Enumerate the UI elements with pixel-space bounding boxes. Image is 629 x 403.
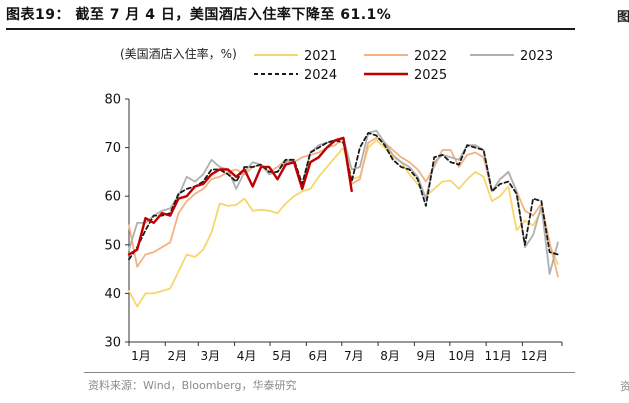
legend-label-2023: 2023 <box>520 49 553 64</box>
y-tick-label: 50 <box>104 238 121 253</box>
y-tick-label: 40 <box>104 287 121 302</box>
x-tick-label: 6月 <box>309 349 329 363</box>
figure-title: 图表19： 截至 7 月 4 日，美国酒店入住率下降至 61.1% <box>6 7 392 23</box>
y-tick-label: 80 <box>104 93 121 108</box>
legend-label-2022: 2022 <box>414 49 447 64</box>
y-tick-label: 30 <box>104 336 121 351</box>
legend-label-2025: 2025 <box>414 68 447 83</box>
x-tick-label: 8月 <box>380 349 400 363</box>
series-line-2023 <box>128 129 559 275</box>
x-tick-label: 11月 <box>484 349 511 363</box>
series-line-2021 <box>128 139 559 308</box>
y-tick-label: 60 <box>104 190 121 205</box>
x-tick-label: 3月 <box>200 349 220 363</box>
chart-axes: 30 40 50 60 70 80 1月 2月 3月 4月 5月 6月 7月 8月 9月 10月 11月 12月 <box>104 93 563 363</box>
x-tick-label: 1月 <box>131 349 151 363</box>
x-tick-label: 10月 <box>448 349 475 363</box>
cropped-edge-glyph: 图 <box>617 10 629 25</box>
source-rule <box>84 372 575 373</box>
legend-label-2024: 2024 <box>304 68 337 83</box>
series-line-2025 <box>127 136 353 256</box>
legend: 2021 2022 2023 2024 2025 <box>254 49 553 83</box>
cropped-edge-glyph-bottom: 资 <box>620 380 629 393</box>
x-tick-label: 2月 <box>167 349 187 363</box>
y-axis-label: (美国酒店入住率，%) <box>120 46 237 61</box>
x-tick-label: 5月 <box>272 349 292 363</box>
x-tick-label: 4月 <box>237 349 257 363</box>
legend-label-2021: 2021 <box>304 49 337 64</box>
y-tick-label: 70 <box>104 141 121 156</box>
x-tick-label: 7月 <box>344 349 364 363</box>
series-layer <box>127 129 559 308</box>
source-note: 资料来源：Wind，Bloomberg，华泰研究 <box>88 379 297 392</box>
x-tick-label: 9月 <box>417 349 437 363</box>
x-tick-label: 12月 <box>521 349 548 363</box>
title-rule <box>6 28 575 30</box>
